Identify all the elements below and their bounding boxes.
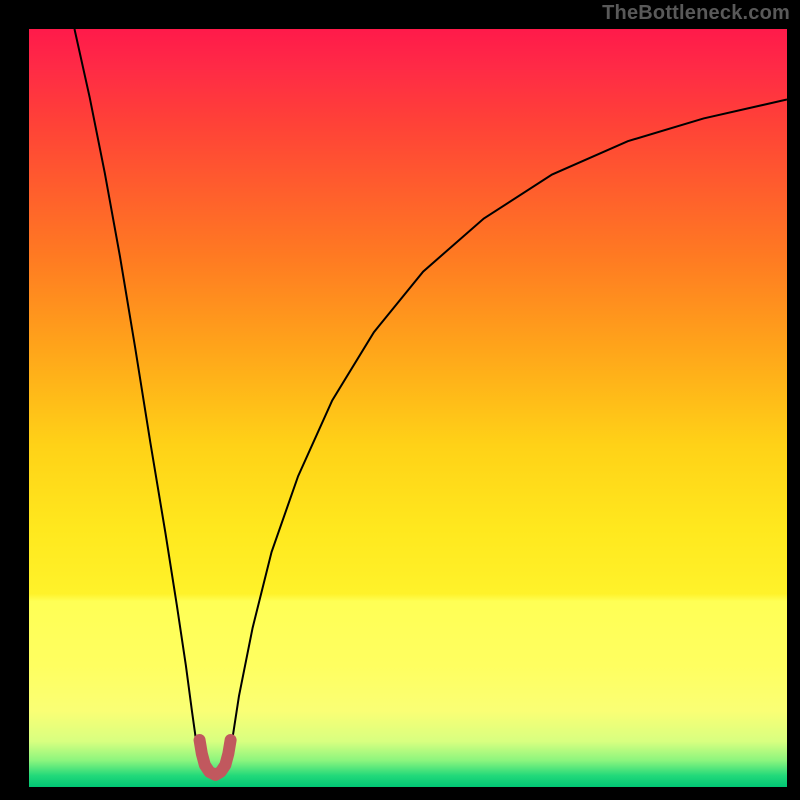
plot-background <box>29 29 787 787</box>
chart-frame: TheBottleneck.com <box>0 0 800 800</box>
plot-area <box>29 29 787 787</box>
watermark-text: TheBottleneck.com <box>602 2 790 25</box>
plot-svg <box>29 29 787 787</box>
